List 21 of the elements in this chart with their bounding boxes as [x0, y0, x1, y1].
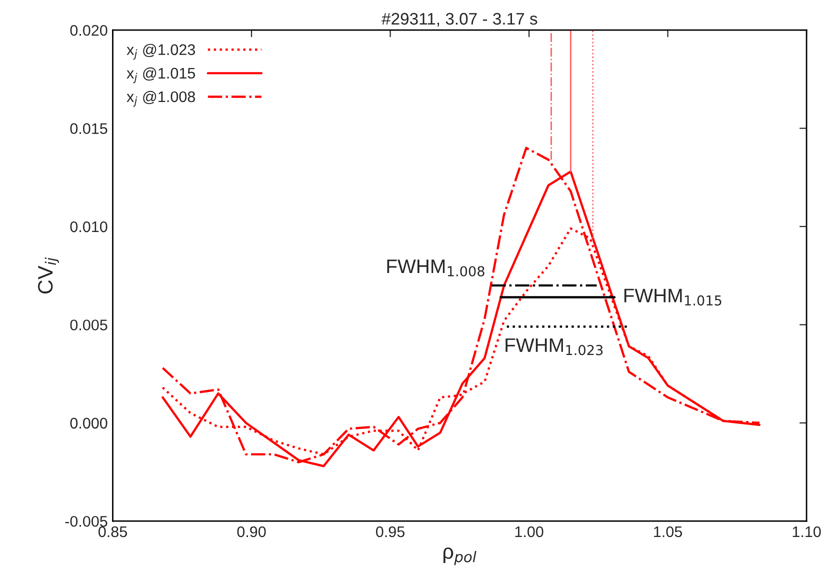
- y-tick-label: 0.020: [70, 24, 108, 36]
- annotation: FWHM$_{1.015}$: [624, 288, 722, 306]
- legend-label: x$_{j}$ @1.015: [126, 67, 196, 84]
- annotation: FWHM$_{1.023}$: [506, 338, 603, 356]
- y-axis-title: CV$_{ij}$: [38, 257, 59, 294]
- x-tick-label: 0.90: [237, 526, 266, 538]
- x-tick-label: 1.00: [515, 526, 544, 538]
- y-tick-label: 0.015: [70, 123, 108, 134]
- legend-label: x$_{j}$ @1.023: [126, 44, 195, 60]
- y-tick-label: 0.000: [70, 418, 108, 429]
- y-tick-label: -0.005: [65, 516, 108, 527]
- x-tick-label: 1.05: [654, 526, 682, 538]
- x-tick-label: 0.85: [98, 526, 127, 538]
- x-tick-label: 0.95: [376, 526, 404, 538]
- legend-label: x$_{j}$ @1.008: [126, 90, 195, 107]
- annotation: FWHM$_{1.008}$: [387, 260, 484, 276]
- x-tick-label: 1.10: [792, 526, 821, 538]
- chart-title: #29311, 3.07 - 3.17 s: [382, 12, 538, 27]
- x-axis-title: ρ$_{pol}$: [443, 547, 476, 566]
- y-tick-label: 0.005: [70, 320, 108, 330]
- y-tick-label: 0.010: [70, 221, 108, 232]
